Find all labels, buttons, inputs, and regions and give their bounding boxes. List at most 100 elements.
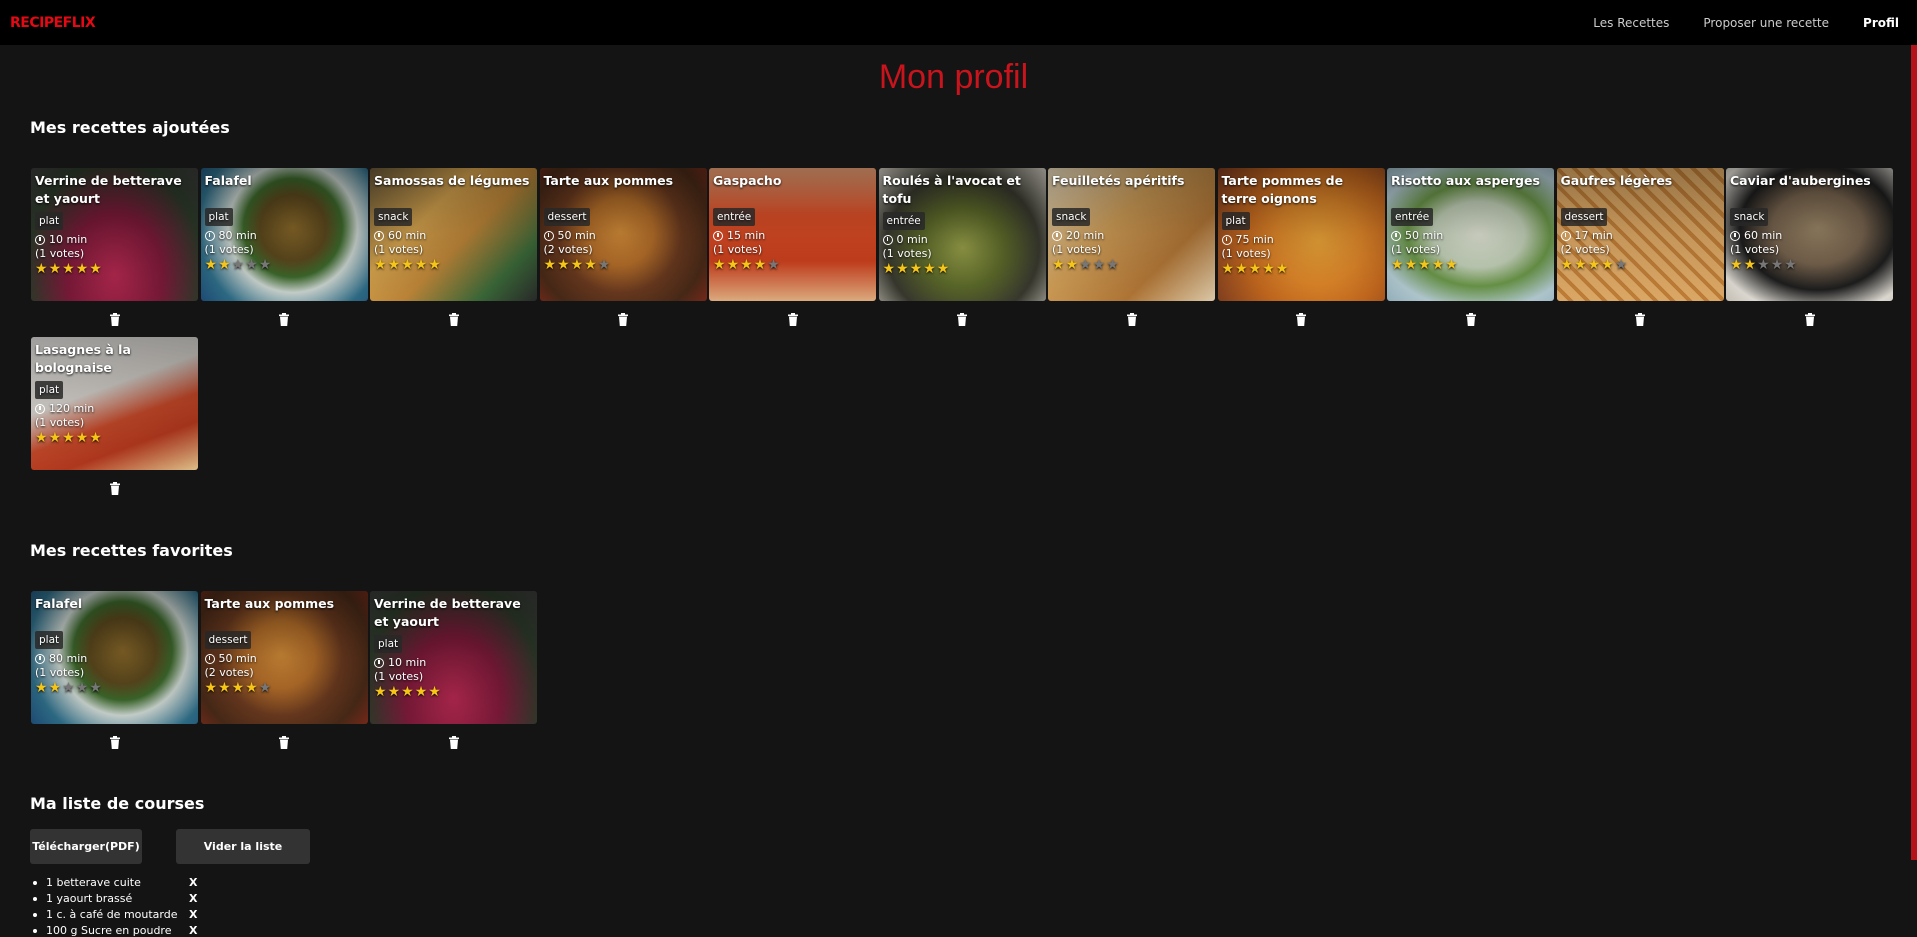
recipe-image [709, 168, 876, 301]
clock-icon [1052, 231, 1062, 241]
recipe-card[interactable]: Feuilletés apéritifs snack 20 min (1 votes)… [1048, 168, 1215, 301]
clock-icon [1730, 231, 1740, 241]
recipe-title: Tarte aux pommes [204, 596, 335, 611]
star-icon: ★ [1065, 257, 1079, 273]
trash-icon[interactable] [109, 312, 121, 326]
star-rating: ★ ★ ★ ★ ★ [1222, 262, 1289, 277]
star-icon: ★ [258, 257, 272, 273]
star-icon: ★ [1235, 261, 1248, 277]
recipe-card[interactable]: Risotto aux asperges entrée 50 min (1 votes… [1387, 168, 1554, 301]
time-value: 50 min [1405, 229, 1444, 242]
star-icon: ★ [1587, 257, 1601, 273]
star-icon: ★ [740, 257, 753, 273]
star-icon: ★ [1431, 257, 1445, 273]
trash-icon[interactable] [278, 735, 290, 749]
clock-icon [1560, 231, 1571, 241]
star-rating: ★ ★ ★ ★ ★ [374, 258, 441, 273]
star-icon: ★ [1614, 257, 1628, 273]
shopping-item-label: 100 g Sucre en poudre [46, 924, 172, 937]
trash-icon[interactable] [1804, 312, 1816, 326]
star-icon: ★ [218, 257, 231, 273]
delete-row [201, 301, 368, 337]
recipe-card[interactable]: Falafel plat 80 min (1 votes) ★ ★ ★ ★ ★ [200, 168, 368, 301]
time-value: 75 min [1235, 233, 1274, 246]
star-icon: ★ [753, 257, 767, 273]
star-icon: ★ [1404, 257, 1418, 273]
recipe-image [539, 168, 707, 301]
shopping-item-label: 1 yaourt brassé [46, 892, 133, 905]
recipe-time: 17 min [1560, 229, 1628, 243]
recipe-card[interactable]: Falafel plat 80 min (1 votes) ★ ★ ★ ★ ★ [31, 591, 198, 724]
star-icon: ★ [1730, 257, 1743, 273]
nav-link-profil[interactable]: Profil [1863, 15, 1899, 30]
trash-icon[interactable] [448, 312, 460, 326]
recipe-card[interactable]: Tarte aux pommes dessert 50 min (2 votes) ★ ★… [200, 591, 368, 724]
star-icon: ★ [258, 680, 272, 696]
delete-row [201, 724, 368, 760]
scrollbar[interactable] [1911, 45, 1917, 860]
recipe-card[interactable]: Caviar d'aubergines snack 60 min (1 votes) ★… [1726, 168, 1893, 301]
recipe-time: 10 min [374, 656, 441, 670]
time-value: 120 min [49, 402, 95, 415]
nav-link-proposer[interactable]: Proposer une recette [1703, 15, 1830, 30]
recipe-time: 80 min [35, 652, 102, 666]
trash-icon[interactable] [109, 481, 121, 495]
trash-icon[interactable] [1126, 312, 1138, 326]
star-icon: ★ [1601, 257, 1614, 273]
recipe-time: 10 min [35, 233, 102, 247]
star-icon: ★ [1743, 257, 1757, 273]
category-badge: dessert [543, 208, 591, 226]
trash-icon[interactable] [617, 312, 629, 326]
trash-icon[interactable] [1295, 312, 1307, 326]
recipe-meta: dessert 17 min (2 votes) ★ ★ ★ ★ ★ [1560, 208, 1628, 273]
clear-list-button[interactable]: Vider la liste [176, 829, 310, 864]
trash-icon[interactable] [1634, 312, 1646, 326]
recipe-card[interactable]: Tarte pommes de terre oignons plat 75 min(… [1217, 168, 1385, 301]
recipe-card-wrapper: Tarte pommes de terre oignons plat 75 min(… [1217, 168, 1385, 337]
trash-icon[interactable] [109, 735, 121, 749]
time-value: 50 min [557, 229, 596, 242]
recipe-image [200, 591, 368, 724]
remove-item-button[interactable]: X [189, 876, 198, 889]
logo[interactable]: RECIPEFLIX [10, 14, 96, 31]
trash-icon[interactable] [1465, 312, 1477, 326]
recipe-card[interactable]: Roulés à l'avocat et tofu entrée 0 min (1 v… [878, 168, 1046, 301]
recipe-card[interactable]: Verrine de betterave et yaourt plat 10 min… [31, 168, 198, 301]
recipe-title: Tarte pommes de terre oignons [1221, 173, 1344, 206]
recipe-title: Tarte aux pommes [543, 173, 674, 188]
recipe-image [878, 168, 1046, 301]
category-badge: dessert [1560, 208, 1608, 226]
recipe-meta: snack 20 min (1 votes) ★ ★ ★ ★ ★ [1052, 208, 1119, 273]
recipe-time: 120 min [35, 402, 102, 416]
recipe-meta: plat 80 min (1 votes) ★ ★ ★ ★ ★ [35, 631, 102, 696]
nav-link-recettes[interactable]: Les Recettes [1593, 15, 1670, 30]
trash-icon[interactable] [787, 312, 799, 326]
remove-item-button[interactable]: X [189, 892, 198, 905]
trash-icon[interactable] [448, 735, 460, 749]
recipe-card[interactable]: Verrine de betterave et yaourt plat 10 min… [370, 591, 537, 724]
remove-item-button[interactable]: X [189, 908, 198, 921]
card-overlay [370, 168, 537, 301]
remove-item-button[interactable]: X [189, 924, 198, 937]
recipe-card[interactable]: Gaspacho entrée 15 min (1 votes) ★ ★ ★ ★ ★ [709, 168, 876, 301]
star-icon: ★ [231, 680, 245, 696]
delete-row [1557, 301, 1724, 337]
recipe-card[interactable]: Lasagnes à la bolognaise plat 120 min (1 vo… [31, 337, 198, 470]
star-icon: ★ [1221, 261, 1235, 277]
clock-icon [204, 231, 215, 241]
recipe-image [1726, 168, 1893, 301]
download-pdf-button[interactable]: Télécharger(PDF) [30, 829, 142, 864]
star-icon: ★ [35, 261, 48, 277]
recipe-meta: dessert 50 min (2 votes) ★ ★ ★ ★ ★ [543, 208, 610, 273]
category-badge: plat [35, 212, 64, 230]
category-badge: entrée [713, 208, 756, 226]
star-icon: ★ [726, 257, 740, 273]
delete-row [31, 470, 198, 506]
vote-count: (1 votes) [374, 243, 424, 256]
recipe-card[interactable]: Tarte aux pommes dessert 50 min (2 votes) ★ ★… [539, 168, 707, 301]
recipe-card[interactable]: Samossas de légumes snack 60 min (1 votes) ★… [370, 168, 537, 301]
trash-icon[interactable] [956, 312, 968, 326]
trash-icon[interactable] [278, 312, 290, 326]
recipe-card[interactable]: Gaufres légères dessert 17 min (2 votes) ★ ★ ★… [1556, 168, 1724, 301]
clock-icon [374, 231, 384, 241]
